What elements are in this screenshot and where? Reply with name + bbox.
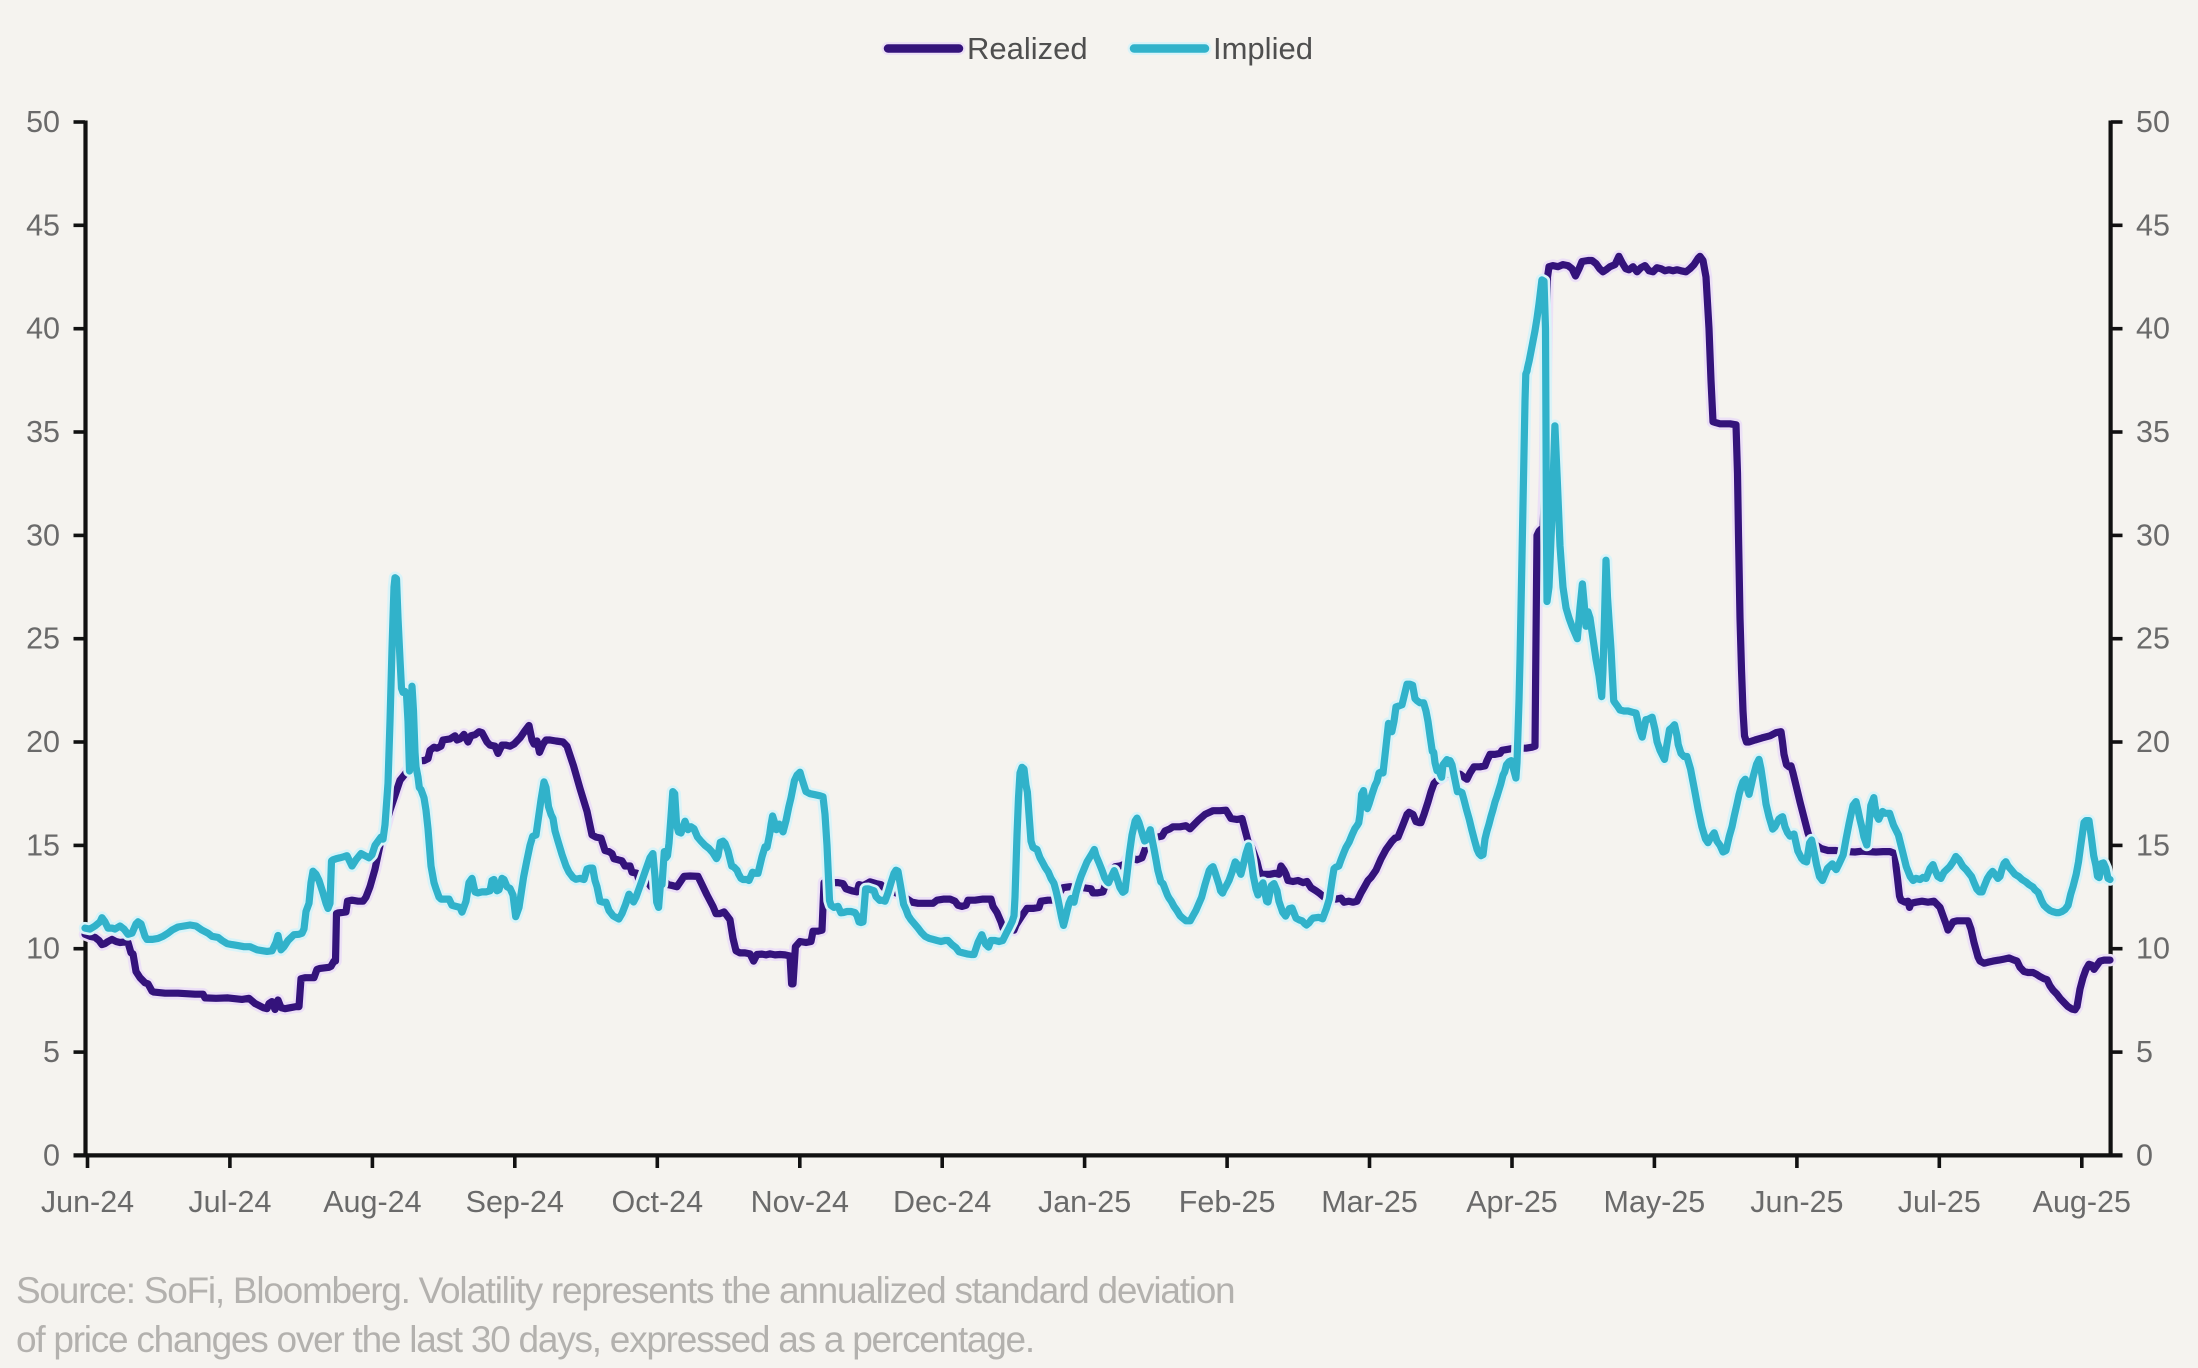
svg-text:Apr-25: Apr-25 [1466, 1185, 1558, 1219]
svg-text:50: 50 [2136, 105, 2170, 139]
svg-text:20: 20 [2136, 725, 2170, 759]
svg-text:Sep-24: Sep-24 [466, 1185, 564, 1219]
svg-text:20: 20 [26, 725, 60, 759]
svg-text:Realized: Realized [967, 31, 1088, 66]
svg-text:Feb-25: Feb-25 [1179, 1185, 1276, 1219]
svg-text:Jun-25: Jun-25 [1750, 1185, 1843, 1219]
svg-text:0: 0 [43, 1138, 60, 1172]
svg-text:5: 5 [2136, 1035, 2153, 1069]
svg-text:Nov-24: Nov-24 [751, 1185, 849, 1219]
svg-text:Jun-24: Jun-24 [41, 1185, 134, 1219]
svg-text:Aug-25: Aug-25 [2033, 1185, 2131, 1219]
svg-text:30: 30 [26, 518, 60, 552]
svg-text:25: 25 [26, 622, 60, 656]
svg-text:Mar-25: Mar-25 [1321, 1185, 1418, 1219]
svg-text:Aug-24: Aug-24 [323, 1185, 421, 1219]
svg-text:15: 15 [26, 828, 60, 862]
svg-text:Jul-24: Jul-24 [188, 1185, 271, 1219]
svg-text:50: 50 [26, 105, 60, 139]
svg-text:10: 10 [26, 932, 60, 966]
svg-text:35: 35 [2136, 415, 2170, 449]
svg-text:0: 0 [2136, 1138, 2153, 1172]
svg-text:45: 45 [26, 208, 60, 242]
svg-text:40: 40 [26, 312, 60, 346]
svg-text:Jan-25: Jan-25 [1038, 1185, 1131, 1219]
svg-text:35: 35 [26, 415, 60, 449]
svg-text:of price changes over the last: of price changes over the last 30 days, … [16, 1319, 1034, 1360]
svg-text:25: 25 [2136, 622, 2170, 656]
svg-text:Dec-24: Dec-24 [893, 1185, 991, 1219]
svg-text:10: 10 [2136, 932, 2170, 966]
svg-text:May-25: May-25 [1604, 1185, 1706, 1219]
svg-text:30: 30 [2136, 518, 2170, 552]
svg-text:40: 40 [2136, 312, 2170, 346]
svg-text:Source: SoFi, Bloomberg. Volat: Source: SoFi, Bloomberg. Volatility repr… [16, 1270, 1234, 1311]
svg-text:Jul-25: Jul-25 [1898, 1185, 1981, 1219]
svg-text:45: 45 [2136, 208, 2170, 242]
svg-text:Implied: Implied [1213, 31, 1313, 66]
svg-text:Oct-24: Oct-24 [612, 1185, 704, 1219]
svg-text:5: 5 [43, 1035, 60, 1069]
svg-text:15: 15 [2136, 828, 2170, 862]
